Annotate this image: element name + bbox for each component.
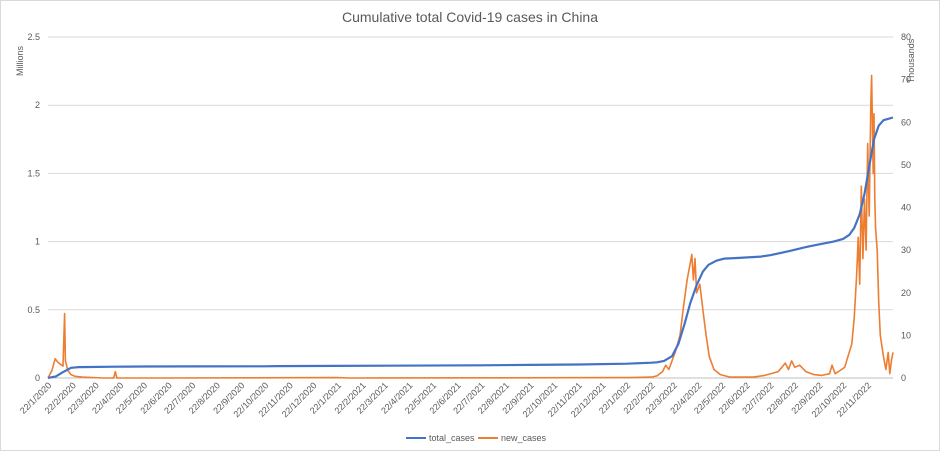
left-tick-label: 2.5 — [27, 32, 40, 42]
x-axis-ticks: 22/1/202022/2/202022/3/202022/4/202022/5… — [18, 380, 873, 419]
right-tick-label: 60 — [901, 117, 911, 127]
left-tick-label: 0.5 — [27, 305, 40, 315]
right-tick-label: 80 — [901, 32, 911, 42]
legend: total_cases new_cases — [406, 433, 547, 443]
right-tick-label: 30 — [901, 245, 911, 255]
series-line-total-cases — [47, 116, 894, 379]
right-tick-label: 50 — [901, 160, 911, 170]
left-axis-title: Millions — [15, 46, 25, 77]
left-axis-ticks: 0 0.5 1 1.5 2 2.5 — [27, 32, 40, 383]
right-tick-label: 70 — [901, 75, 911, 85]
right-tick-label: 10 — [901, 330, 911, 340]
gridlines — [48, 36, 893, 379]
series-layer — [47, 74, 894, 379]
right-axis-ticks: 0 10 20 30 40 50 60 70 80 — [901, 32, 911, 383]
legend-label-total-cases: total_cases — [429, 433, 475, 443]
legend-label-new-cases: new_cases — [501, 433, 547, 443]
right-axis-title: Thousands — [906, 38, 916, 83]
series-line-new-cases — [47, 74, 894, 379]
left-tick-label: 0 — [35, 373, 40, 383]
left-tick-label: 2 — [35, 100, 40, 110]
left-tick-label: 1.5 — [27, 168, 40, 178]
chart-title: Cumulative total Covid-19 cases in China — [342, 9, 598, 25]
right-tick-label: 40 — [901, 203, 911, 213]
left-tick-label: 1 — [35, 237, 40, 247]
right-tick-label: 0 — [901, 373, 906, 383]
right-tick-label: 20 — [901, 288, 911, 298]
